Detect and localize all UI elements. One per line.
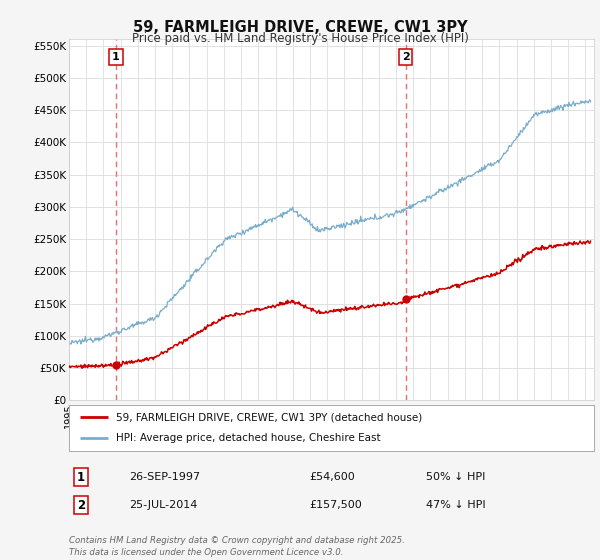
Text: 25-JUL-2014: 25-JUL-2014 <box>129 500 197 510</box>
Text: 50% ↓ HPI: 50% ↓ HPI <box>426 472 485 482</box>
Text: 59, FARMLEIGH DRIVE, CREWE, CW1 3PY: 59, FARMLEIGH DRIVE, CREWE, CW1 3PY <box>133 20 467 35</box>
Text: HPI: Average price, detached house, Cheshire East: HPI: Average price, detached house, Ches… <box>116 433 381 444</box>
Text: 1: 1 <box>112 52 120 62</box>
Text: 2: 2 <box>402 52 410 62</box>
Text: £157,500: £157,500 <box>309 500 362 510</box>
Text: Price paid vs. HM Land Registry's House Price Index (HPI): Price paid vs. HM Land Registry's House … <box>131 32 469 45</box>
Text: 26-SEP-1997: 26-SEP-1997 <box>129 472 200 482</box>
Text: £54,600: £54,600 <box>309 472 355 482</box>
Text: 59, FARMLEIGH DRIVE, CREWE, CW1 3PY (detached house): 59, FARMLEIGH DRIVE, CREWE, CW1 3PY (det… <box>116 412 422 422</box>
Text: 2: 2 <box>77 498 85 512</box>
Text: Contains HM Land Registry data © Crown copyright and database right 2025.
This d: Contains HM Land Registry data © Crown c… <box>69 536 405 557</box>
Text: 1: 1 <box>77 470 85 484</box>
Text: 47% ↓ HPI: 47% ↓ HPI <box>426 500 485 510</box>
